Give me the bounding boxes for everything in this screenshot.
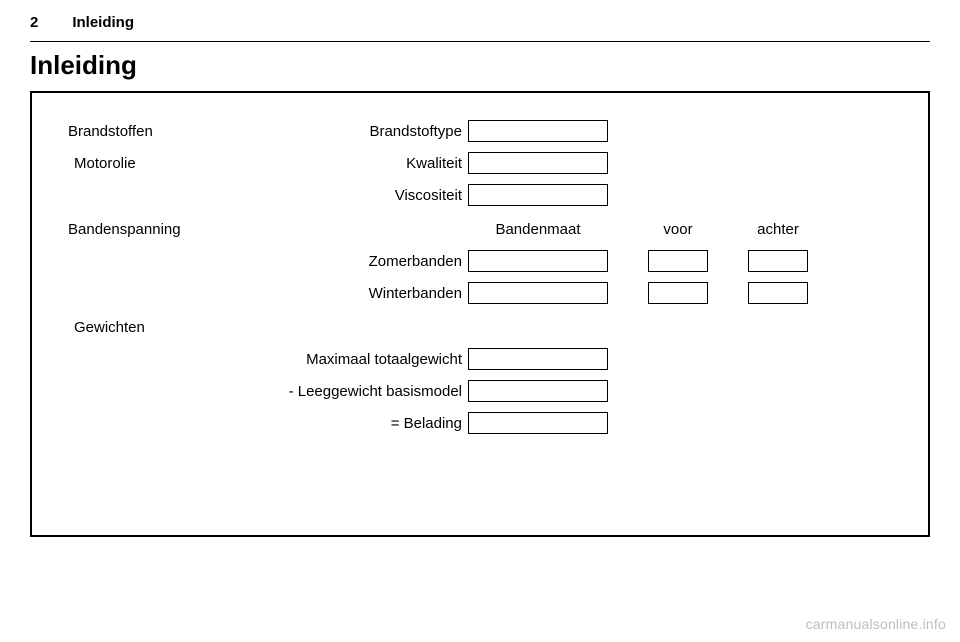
row-fuel-type: Brandstoffen Brandstoftype	[68, 119, 892, 143]
page-container: 2 Inleiding Inleiding Brandstoffen Brand…	[0, 0, 960, 537]
input-summer-size[interactable]	[468, 250, 608, 272]
label-payload: = Belading	[228, 415, 468, 432]
label-quality: Kwaliteit	[228, 155, 468, 172]
label-rear: achter	[748, 221, 808, 238]
label-summer-tyres: Zomerbanden	[228, 253, 468, 270]
label-fuels: Brandstoffen	[68, 123, 228, 140]
row-winter-tyres: Winterbanden	[68, 281, 892, 305]
label-viscosity: Viscositeit	[228, 187, 468, 204]
page-title: Inleiding	[30, 50, 930, 81]
watermark: carmanualsonline.info	[806, 616, 946, 632]
row-kerb: - Leeggewicht basismodel	[68, 379, 892, 403]
form-grid: Brandstoffen Brandstoftype Motorolie Kwa…	[68, 119, 892, 435]
input-quality[interactable]	[468, 152, 608, 174]
input-viscosity[interactable]	[468, 184, 608, 206]
row-max-total: Maximaal totaalgewicht	[68, 347, 892, 371]
page-header: 2 Inleiding	[30, 0, 930, 31]
row-payload: = Belading	[68, 411, 892, 435]
row-weights-label: Gewichten	[68, 315, 892, 339]
row-oil-quality: Motorolie Kwaliteit	[68, 151, 892, 175]
input-summer-front[interactable]	[648, 250, 708, 272]
label-tyre-pressure: Bandenspanning	[68, 221, 228, 238]
label-max-total: Maximaal totaalgewicht	[228, 351, 468, 368]
label-kerb: - Leeggewicht basismodel	[228, 383, 468, 400]
input-winter-front[interactable]	[648, 282, 708, 304]
row-summer-tyres: Zomerbanden	[68, 249, 892, 273]
input-payload[interactable]	[468, 412, 608, 434]
input-summer-rear[interactable]	[748, 250, 808, 272]
label-front: voor	[648, 221, 708, 238]
vehicle-data-form: Brandstoffen Brandstoftype Motorolie Kwa…	[30, 91, 930, 537]
page-number: 2	[30, 14, 38, 31]
input-kerb[interactable]	[468, 380, 608, 402]
input-winter-rear[interactable]	[748, 282, 808, 304]
header-divider	[30, 41, 930, 42]
input-max-total[interactable]	[468, 348, 608, 370]
label-fuel-type: Brandstoftype	[228, 123, 468, 140]
row-tyre-header: Bandenspanning Bandenmaat voor achter	[68, 217, 892, 241]
label-winter-tyres: Winterbanden	[228, 285, 468, 302]
label-engine-oil: Motorolie	[68, 155, 228, 172]
input-fuel-type[interactable]	[468, 120, 608, 142]
section-name: Inleiding	[72, 14, 134, 31]
label-tyre-size: Bandenmaat	[468, 221, 608, 238]
row-viscosity: Viscositeit	[68, 183, 892, 207]
input-winter-size[interactable]	[468, 282, 608, 304]
label-weights: Gewichten	[68, 319, 228, 336]
